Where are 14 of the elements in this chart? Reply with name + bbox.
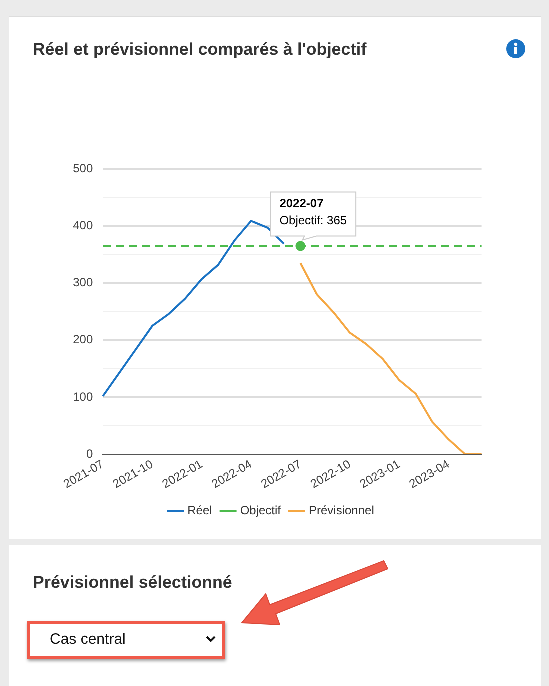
y-tick-label: 100 [73, 390, 94, 404]
text: Prévisionnel sélectionné [33, 573, 232, 593]
y-tick-label: 300 [73, 276, 94, 290]
annotation: Objectif: 365 [280, 214, 348, 228]
legend-label: Prévisionnel [308, 503, 374, 518]
y-tick-label: 500 [73, 162, 94, 176]
legend-label: Réel [188, 503, 212, 518]
dropdown: Cas central [27, 621, 225, 659]
annotation: 2022-07 [280, 196, 324, 211]
chart-title: Réel et prévisionnel comparés à l'objectif [33, 40, 367, 60]
y-tick-label: 0 [86, 446, 94, 461]
y-tick-label: 400 [73, 218, 94, 233]
y-tick-label: 200 [73, 332, 94, 347]
legend-label: Objectif [240, 503, 282, 518]
